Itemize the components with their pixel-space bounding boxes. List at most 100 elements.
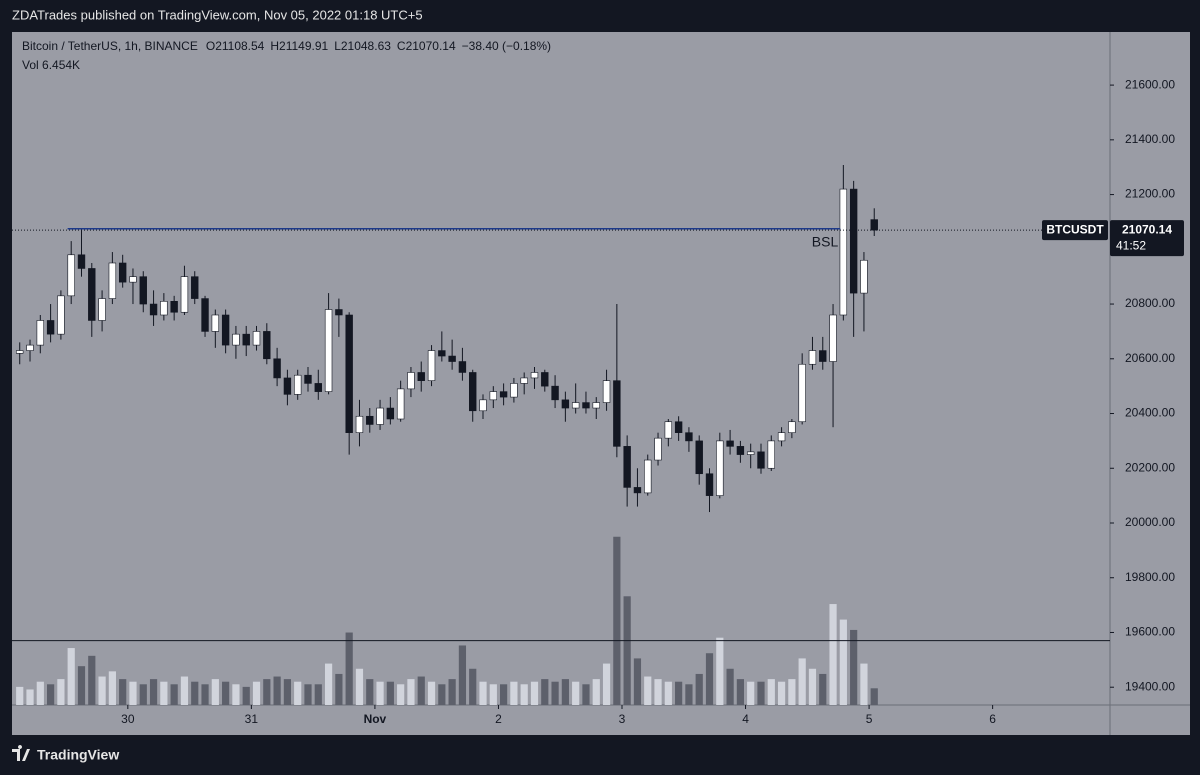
candle-body bbox=[273, 358, 281, 379]
volume-bar bbox=[767, 679, 775, 705]
candle-body bbox=[335, 309, 343, 316]
candle-body bbox=[376, 407, 384, 425]
candle-body bbox=[849, 188, 858, 294]
candle-body bbox=[798, 363, 806, 423]
candle-body bbox=[561, 399, 570, 409]
x-tick-label: 4 bbox=[742, 712, 749, 726]
x-tick-label: 2 bbox=[495, 712, 502, 726]
volume-bar bbox=[427, 681, 436, 705]
candle-body bbox=[129, 276, 137, 283]
candle-body bbox=[201, 298, 209, 332]
low-label: L21048.63 bbox=[334, 39, 391, 53]
candle-body bbox=[139, 276, 147, 305]
candle-body bbox=[860, 259, 868, 294]
symbol-badge-label: BTCUSDT bbox=[1046, 222, 1104, 236]
annotation-label: BSL bbox=[812, 233, 839, 249]
y-tick-label: 20000.00 bbox=[1125, 515, 1175, 529]
volume-bar bbox=[324, 663, 333, 705]
volume-bar bbox=[16, 686, 24, 705]
y-tick-label: 20400.00 bbox=[1125, 406, 1175, 420]
plot-background bbox=[12, 32, 1190, 735]
candle-body bbox=[469, 372, 477, 412]
candle-body bbox=[458, 361, 467, 373]
volume-bar bbox=[180, 676, 189, 705]
candle-body bbox=[664, 421, 673, 439]
candle-body bbox=[654, 437, 662, 461]
volume-bar bbox=[489, 684, 497, 705]
volume-bar bbox=[530, 681, 539, 705]
x-tick-label: 30 bbox=[121, 712, 135, 726]
candle-body bbox=[438, 350, 446, 357]
volume-bar bbox=[355, 668, 364, 705]
volume-bar bbox=[47, 684, 55, 705]
candle-body bbox=[221, 314, 230, 346]
candle-body bbox=[211, 314, 220, 332]
volume-bar bbox=[263, 679, 271, 705]
volume-bar bbox=[191, 681, 199, 705]
volume-bar bbox=[654, 679, 662, 705]
volume-bar bbox=[572, 681, 580, 705]
volume-bar bbox=[870, 688, 878, 705]
candle-body bbox=[674, 421, 683, 433]
x-tick-label: 3 bbox=[619, 712, 626, 726]
candle-body bbox=[541, 372, 549, 387]
volume-bar bbox=[592, 679, 600, 705]
candle-body bbox=[293, 374, 302, 395]
candle-body bbox=[108, 262, 117, 299]
candle-body bbox=[736, 446, 745, 455]
volume-bar bbox=[397, 684, 405, 705]
volume-bar bbox=[448, 679, 456, 705]
candle-body bbox=[46, 320, 55, 335]
candle-body bbox=[366, 415, 374, 425]
volume-bar bbox=[252, 681, 261, 705]
candle-body bbox=[767, 440, 775, 469]
candle-body bbox=[819, 350, 827, 362]
candle-body bbox=[180, 276, 189, 313]
candle-body bbox=[149, 303, 158, 316]
volume-bar bbox=[458, 645, 467, 705]
candle-body bbox=[870, 219, 878, 231]
candle-body bbox=[26, 344, 34, 351]
price-badge bbox=[1110, 220, 1184, 257]
volume-bar bbox=[335, 673, 343, 705]
volume-bar bbox=[685, 684, 693, 705]
volume-bar bbox=[675, 681, 683, 705]
volume-bar bbox=[633, 658, 642, 705]
candle-body bbox=[417, 372, 425, 381]
candle-body bbox=[510, 383, 518, 398]
candle-body bbox=[716, 440, 724, 496]
candle-body bbox=[242, 333, 250, 346]
volume-bar bbox=[36, 681, 44, 705]
volume-bar bbox=[716, 637, 724, 705]
candle-body bbox=[644, 459, 652, 494]
volume-bar bbox=[808, 668, 817, 705]
volume-bar bbox=[644, 676, 652, 705]
publisher: ZDATrades published on TradingView.com, … bbox=[12, 7, 423, 22]
volume-bar bbox=[417, 676, 425, 705]
volume-bar bbox=[705, 653, 714, 705]
candle-body bbox=[386, 407, 395, 420]
candle-body bbox=[602, 380, 611, 403]
volume-bar bbox=[726, 668, 734, 705]
volume-bar bbox=[829, 604, 837, 705]
candle-body bbox=[839, 188, 848, 316]
candle-body bbox=[57, 295, 65, 335]
candle-body bbox=[489, 391, 498, 401]
candle-body bbox=[479, 399, 487, 412]
y-tick-label: 21400.00 bbox=[1125, 132, 1175, 146]
y-tick-label: 20800.00 bbox=[1125, 296, 1175, 310]
brand-logo bbox=[12, 745, 30, 761]
candle-body bbox=[448, 355, 456, 362]
volume-bar bbox=[314, 684, 322, 705]
candle-body bbox=[757, 451, 765, 469]
volume-bar bbox=[366, 679, 374, 705]
candle-body bbox=[726, 440, 734, 447]
candle-body bbox=[623, 446, 631, 488]
volume-bar bbox=[294, 681, 302, 705]
candle-body bbox=[788, 421, 796, 433]
candle-body bbox=[530, 372, 539, 379]
volume-bar bbox=[386, 681, 394, 705]
candle-body bbox=[304, 374, 312, 384]
volume-bar bbox=[582, 684, 590, 705]
